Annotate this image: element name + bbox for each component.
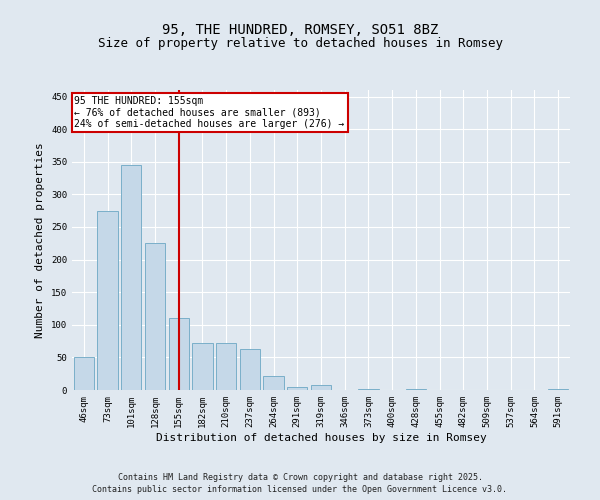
Bar bbox=[169, 318, 189, 390]
Text: Contains HM Land Registry data © Crown copyright and database right 2025.: Contains HM Land Registry data © Crown c… bbox=[118, 472, 482, 482]
Text: 95, THE HUNDRED, ROMSEY, SO51 8BZ: 95, THE HUNDRED, ROMSEY, SO51 8BZ bbox=[162, 22, 438, 36]
Bar bbox=[193, 343, 212, 390]
Text: Size of property relative to detached houses in Romsey: Size of property relative to detached ho… bbox=[97, 38, 503, 51]
Bar bbox=[145, 244, 165, 390]
Bar bbox=[74, 358, 94, 390]
Bar bbox=[216, 343, 236, 390]
Bar bbox=[287, 386, 307, 390]
Bar bbox=[121, 165, 142, 390]
Bar bbox=[548, 388, 568, 390]
Text: 95 THE HUNDRED: 155sqm
← 76% of detached houses are smaller (893)
24% of semi-de: 95 THE HUNDRED: 155sqm ← 76% of detached… bbox=[74, 96, 345, 129]
Bar bbox=[311, 385, 331, 390]
Bar bbox=[97, 210, 118, 390]
Bar bbox=[263, 376, 284, 390]
X-axis label: Distribution of detached houses by size in Romsey: Distribution of detached houses by size … bbox=[155, 432, 487, 442]
Y-axis label: Number of detached properties: Number of detached properties bbox=[35, 142, 46, 338]
Text: Contains public sector information licensed under the Open Government Licence v3: Contains public sector information licen… bbox=[92, 485, 508, 494]
Bar bbox=[240, 349, 260, 390]
